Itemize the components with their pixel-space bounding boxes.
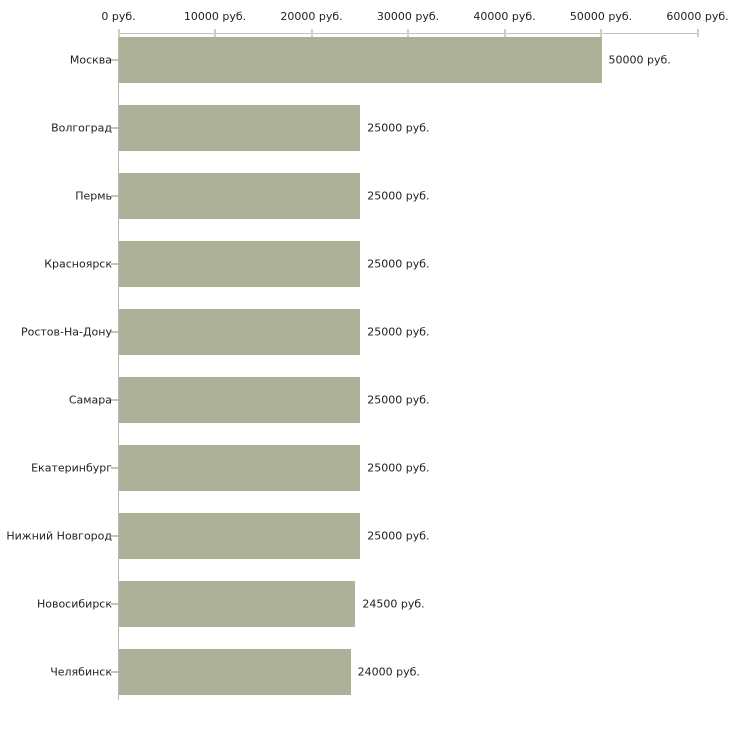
category-label: Ростов-На-Дону — [20, 325, 112, 339]
value-label: 50000 руб. — [608, 53, 671, 67]
value-label: 25000 руб. — [367, 461, 430, 475]
category-tick-mark — [111, 535, 118, 537]
category-label: Самара — [68, 393, 112, 407]
x-axis-tick-label: 40000 руб. — [473, 10, 536, 23]
x-axis-tick-label: 0 руб. — [101, 10, 136, 23]
value-label: 25000 руб. — [367, 121, 430, 135]
category-tick-mark — [111, 603, 118, 605]
x-axis-tick-label: 60000 руб. — [666, 10, 729, 23]
category-label: Волгоград — [51, 121, 112, 135]
x-axis-tick-label: 20000 руб. — [280, 10, 343, 23]
bar — [119, 173, 361, 219]
x-axis-tick-mark — [696, 29, 699, 37]
bar — [119, 445, 361, 491]
category-label: Красноярск — [44, 257, 112, 271]
value-label: 24000 руб. — [357, 665, 420, 679]
bar — [119, 309, 361, 355]
category-label: Челябинск — [50, 665, 112, 679]
x-axis-tick-label: 30000 руб. — [376, 10, 440, 23]
x-axis-tick-label: 10000 руб. — [183, 10, 247, 23]
category-tick-mark — [111, 671, 118, 673]
value-label: 24500 руб. — [362, 597, 425, 611]
x-axis-tick-label: 50000 руб. — [569, 10, 633, 23]
bar — [119, 649, 351, 695]
category-label: Екатеринбург — [31, 461, 112, 475]
bar — [119, 241, 361, 287]
category-tick-mark — [111, 331, 118, 333]
value-label: 25000 руб. — [367, 529, 430, 543]
x-axis-tick-mark — [600, 29, 602, 37]
bar — [119, 105, 361, 151]
value-label: 25000 руб. — [367, 393, 430, 407]
category-tick-mark — [111, 263, 118, 265]
category-tick-mark — [111, 467, 118, 469]
x-axis-tick-mark — [117, 29, 120, 37]
bar — [119, 513, 361, 559]
x-axis-tick-mark — [214, 29, 216, 37]
category-label: Нижний Новгород — [6, 529, 112, 543]
category-label: Москва — [69, 53, 112, 67]
category-tick-mark — [111, 127, 118, 129]
category-tick-mark — [111, 59, 118, 61]
x-axis-tick-mark — [310, 29, 313, 37]
category-tick-mark — [111, 399, 118, 401]
category-label: Пермь — [75, 189, 112, 203]
x-axis-tick-mark — [503, 29, 506, 37]
bar — [119, 581, 356, 627]
value-label: 25000 руб. — [367, 189, 430, 203]
category-label: Новосибирск — [36, 597, 112, 611]
y-axis-line — [118, 33, 119, 700]
value-label: 25000 руб. — [367, 325, 430, 339]
bar — [119, 377, 361, 423]
category-tick-mark — [111, 195, 118, 197]
value-label: 25000 руб. — [367, 257, 430, 271]
x-axis-tick-mark — [407, 29, 409, 37]
bar — [119, 37, 602, 83]
